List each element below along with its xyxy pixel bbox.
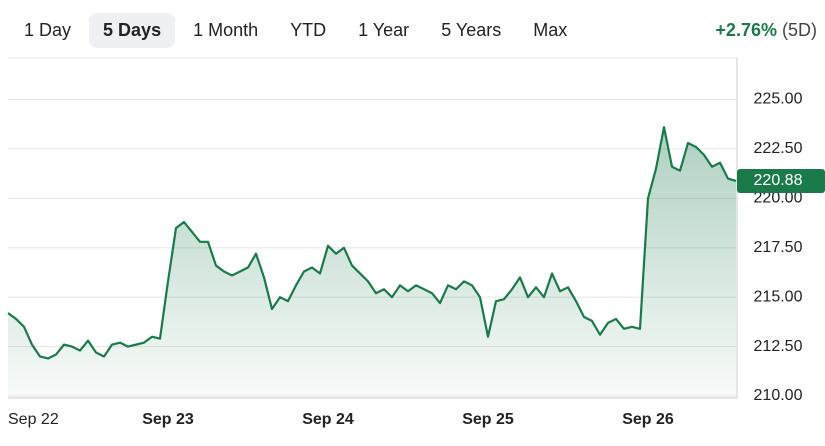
x-tick-label: Sep 24 bbox=[302, 411, 354, 428]
x-tick-label: Sep 23 bbox=[142, 411, 194, 428]
range-tab[interactable]: 1 Year bbox=[358, 20, 410, 40]
area bbox=[8, 127, 736, 399]
range-tab[interactable]: YTD bbox=[290, 20, 327, 40]
x-tick-label: Sep 26 bbox=[622, 411, 674, 428]
x-tick-label: Sep 25 bbox=[462, 411, 514, 428]
range-tabs: 1 Day 5 Days 1 Month YTD 1 Year 5 Years Max bbox=[10, 13, 581, 48]
y-tick-label: 217.50 bbox=[754, 239, 803, 256]
change: +2.76% (5D) bbox=[715, 20, 817, 41]
y-tick-label: 222.50 bbox=[754, 140, 803, 157]
range-tab[interactable]: 1 Month bbox=[193, 20, 259, 40]
x-tick-label: Sep 22 bbox=[8, 411, 59, 428]
range-tab[interactable]: 5 Days bbox=[89, 13, 176, 48]
price-line bbox=[7, 126, 737, 360]
y-tick-label: 212.50 bbox=[754, 338, 803, 355]
y-tick-label: 210.00 bbox=[754, 387, 803, 404]
last-price-label: 220.88 bbox=[754, 172, 803, 189]
change-period: (5D) bbox=[782, 20, 817, 40]
range-tab[interactable]: 1 Day bbox=[24, 20, 72, 40]
y-tick-label: 220.00 bbox=[754, 190, 803, 207]
last-price-tag bbox=[737, 168, 825, 193]
y-tick-label: 215.00 bbox=[754, 288, 803, 305]
change-percent: +2.76% bbox=[715, 20, 777, 40]
range-tab[interactable]: 5 Years bbox=[441, 20, 502, 40]
range-tab[interactable]: Max bbox=[533, 20, 568, 40]
y-tick-label: 225.00 bbox=[754, 91, 803, 108]
